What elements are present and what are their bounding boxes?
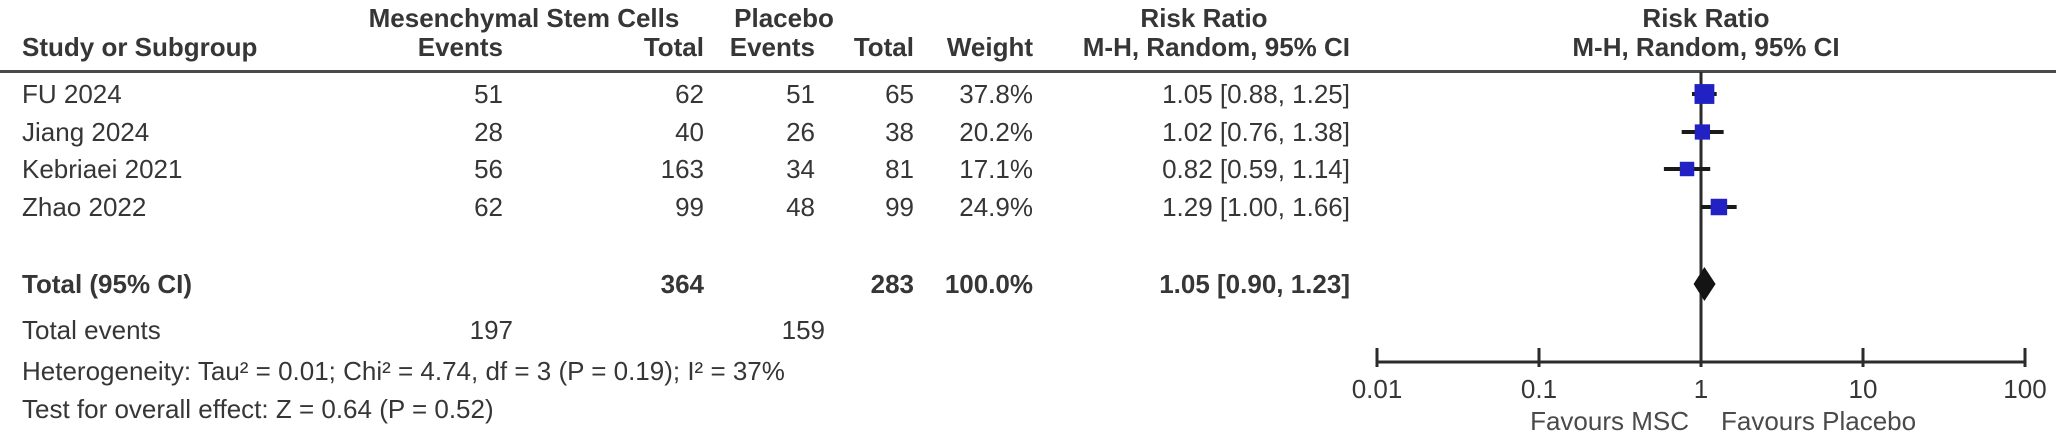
total-events-control: 159 bbox=[781, 315, 825, 345]
study-row-ev1: 51 bbox=[474, 79, 503, 109]
total-events-treatment: 197 bbox=[469, 315, 513, 345]
study-marker-square bbox=[1710, 198, 1728, 216]
study-row-tot2: 99 bbox=[885, 192, 914, 222]
summary-diamond bbox=[1693, 267, 1716, 301]
study-row-tot2: 81 bbox=[885, 154, 914, 184]
total-control-total: 283 bbox=[870, 269, 914, 299]
study-row-ci: 1.29 [1.00, 1.66] bbox=[1162, 192, 1350, 222]
favours-right-label: Favours Placebo bbox=[1721, 406, 1916, 436]
x-axis-tick-label: 10 bbox=[1849, 374, 1878, 404]
total-row-label: Total (95% CI) bbox=[22, 269, 192, 299]
column-header-weight: Weight bbox=[946, 32, 1033, 62]
study-row-weight: 20.2% bbox=[959, 117, 1033, 147]
column-header-treatment-events: Events bbox=[417, 32, 503, 62]
x-axis-tick-label: 1 bbox=[1694, 374, 1708, 404]
x-axis-tick-label: 100 bbox=[2003, 374, 2046, 404]
study-marker-square bbox=[1679, 161, 1695, 177]
study-row-ev2: 26 bbox=[786, 117, 815, 147]
total-weight: 100.0% bbox=[944, 269, 1033, 299]
total-treatment-total: 364 bbox=[660, 269, 704, 299]
study-row-ev2: 34 bbox=[786, 154, 815, 184]
study-row-ev1: 28 bbox=[474, 117, 503, 147]
treatment-group-header: Mesenchymal Stem Cells bbox=[368, 3, 680, 33]
study-row-tot1: 40 bbox=[675, 117, 704, 147]
study-row-study: FU 2024 bbox=[22, 79, 122, 109]
study-row-tot2: 65 bbox=[885, 79, 914, 109]
column-header-study: Study or Subgroup bbox=[22, 32, 258, 62]
study-row-ev2: 51 bbox=[786, 79, 815, 109]
study-row-ev1: 56 bbox=[474, 154, 503, 184]
overall-effect-test: Test for overall effect: Z = 0.64 (P = 0… bbox=[22, 394, 494, 424]
study-row-weight: 37.8% bbox=[959, 79, 1033, 109]
total-events-label: Total events bbox=[22, 315, 161, 345]
total-effect-estimate: 1.05 [0.90, 1.23] bbox=[1159, 269, 1350, 299]
study-row-study: Kebriaei 2021 bbox=[22, 154, 183, 184]
study-row-study: Zhao 2022 bbox=[22, 192, 147, 222]
x-axis-tick-label: 0.1 bbox=[1521, 374, 1557, 404]
study-row-ci: 0.82 [0.59, 1.14] bbox=[1162, 154, 1350, 184]
column-header-control-total: Total bbox=[853, 32, 914, 62]
control-group-header: Placebo bbox=[734, 3, 834, 33]
study-row-tot1: 163 bbox=[660, 154, 704, 184]
risk-ratio-plot-header: Risk Ratio bbox=[1642, 3, 1770, 33]
study-row-tot2: 38 bbox=[885, 117, 914, 147]
study-row-ev1: 62 bbox=[474, 192, 503, 222]
study-row-study: Jiang 2024 bbox=[22, 117, 150, 147]
study-marker-square bbox=[1694, 84, 1715, 104]
heterogeneity-stats: Heterogeneity: Tau² = 0.01; Chi² = 4.74,… bbox=[22, 356, 785, 386]
study-row-ci: 1.05 [0.88, 1.25] bbox=[1162, 79, 1350, 109]
column-header-treatment-total: Total bbox=[643, 32, 704, 62]
study-marker-square bbox=[1694, 124, 1711, 140]
column-header-control-events: Events bbox=[729, 32, 815, 62]
study-row-tot1: 99 bbox=[675, 192, 704, 222]
risk-ratio-text-header: Risk Ratio bbox=[1140, 3, 1268, 33]
column-header-effect-text: M-H, Random, 95% CI bbox=[1082, 32, 1350, 62]
study-row-ci: 1.02 [0.76, 1.38] bbox=[1162, 117, 1350, 147]
x-axis-tick-label: 0.01 bbox=[1352, 374, 1403, 404]
study-row-ev2: 48 bbox=[786, 192, 815, 222]
favours-left-label: Favours MSC bbox=[1530, 406, 1689, 436]
study-row-tot1: 62 bbox=[675, 79, 704, 109]
study-row-weight: 24.9% bbox=[959, 192, 1033, 222]
column-header-effect-plot: M-H, Random, 95% CI bbox=[1572, 32, 1840, 62]
study-row-weight: 17.1% bbox=[959, 154, 1033, 184]
header-divider-line bbox=[0, 70, 2056, 73]
